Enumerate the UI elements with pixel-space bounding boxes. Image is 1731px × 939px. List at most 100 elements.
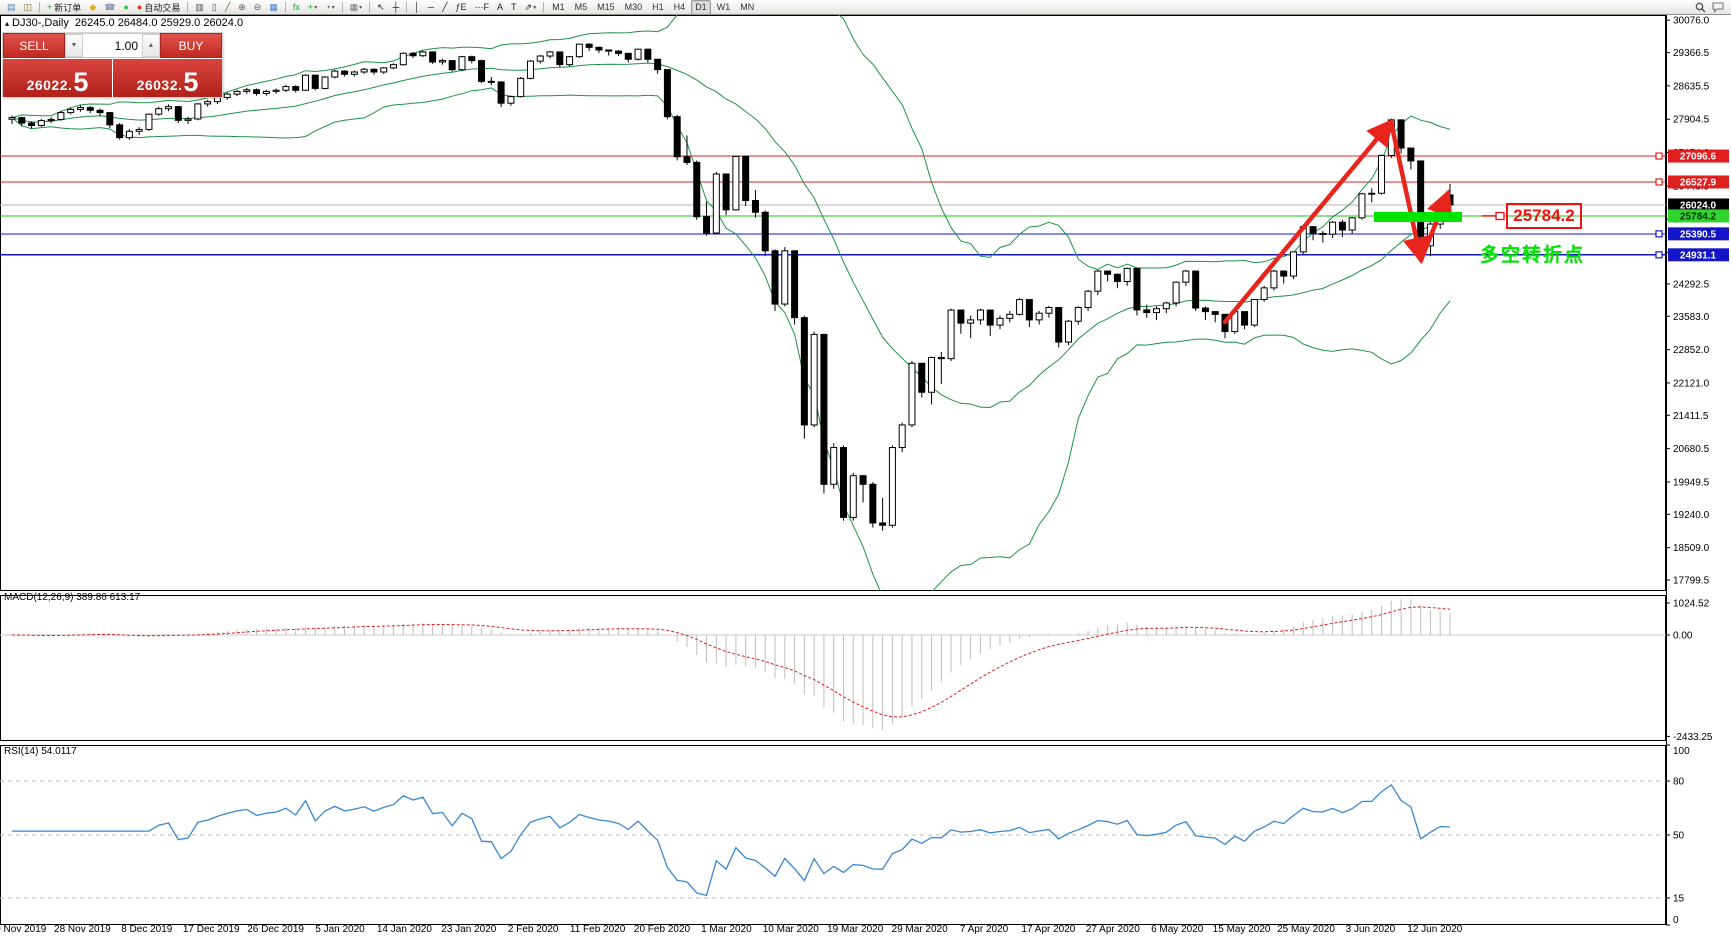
bar-chart-type-button[interactable]: ▥ [192, 0, 207, 15]
text-label-button[interactable]: T [508, 0, 520, 15]
zoom-in-button[interactable]: ⊕ [235, 0, 249, 15]
sell-button[interactable]: SELL [3, 33, 65, 58]
toolbar-separator [39, 1, 41, 13]
date-axis-label: 26 Dec 2019 [247, 924, 304, 935]
date-axis-label: 11 Feb 2020 [570, 924, 626, 935]
auto-trading-glyph: ● [136, 1, 143, 12]
tile-windows-glyph: ▦ [269, 1, 278, 12]
timeframe-w1[interactable]: W1 [716, 2, 731, 12]
macd-indicator-label: MACD(12,26,9) 389.86 613.17 [4, 592, 141, 603]
fibonacci-button[interactable]: ƒE [453, 0, 470, 15]
signal-icon[interactable]: ● [120, 0, 131, 15]
chart-title: ▴ DJ30-,Daily 26245.0 26484.0 25929.0 2602… [5, 17, 243, 29]
new-order-button[interactable]: + 新订单 [44, 0, 84, 15]
candlestick-type-button[interactable]: ▯ [209, 0, 220, 15]
text-button[interactable]: A [494, 0, 506, 15]
tile-windows-button[interactable]: ▦ [266, 0, 281, 15]
symbol-name: DJ30-,Daily [12, 17, 69, 29]
date-axis-label: 2 Feb 2020 [508, 924, 559, 935]
profiles-button[interactable]: ▦ ▾ [347, 0, 366, 15]
volume-down-button[interactable]: ▼ [65, 34, 83, 57]
auto-trading-button[interactable]: ● 自动交易 [134, 0, 183, 15]
timeframe-d1[interactable]: D1 [691, 0, 711, 15]
crosshair-button[interactable]: ┼ [390, 0, 402, 15]
date-axis-label: 5 Jan 2020 [315, 924, 365, 935]
buy-price-quote[interactable]: 26032. 5 [113, 59, 222, 97]
price-axis-tick: 20680.5 [1673, 444, 1710, 455]
support-zone-bar[interactable] [1374, 212, 1462, 222]
period-glyph: ◔ [325, 1, 331, 12]
cursor-button[interactable]: ↖ [374, 0, 388, 15]
price-axis-tick: 19240.0 [1673, 510, 1710, 521]
period-button[interactable]: ◔ ▾ [322, 0, 337, 15]
text-glyph: A [497, 1, 504, 12]
line-anchor-square [1655, 152, 1663, 160]
volume-up-button[interactable]: ▲ [142, 34, 160, 57]
date-axis-label: 17 Apr 2020 [1021, 924, 1075, 935]
trend-arrow[interactable] [1418, 188, 1453, 263]
rsi-indicator-label: RSI(14) 54.0117 [4, 746, 77, 757]
indicators-button[interactable]: fx [290, 0, 303, 15]
ohlc-values: 26245.0 26484.0 25929.0 26024.0 [74, 17, 244, 29]
rsi-axis-tick: 15 [1673, 894, 1685, 905]
price-tag [1668, 198, 1729, 212]
volume-input[interactable] [83, 34, 142, 57]
main-chart-panel[interactable] [0, 15, 1666, 591]
timeframe-m30[interactable]: M30 [624, 2, 643, 12]
trend-arrow[interactable] [1222, 118, 1394, 325]
price-axis-tick: 19949.5 [1673, 477, 1710, 488]
signal-icon-glyph: ● [123, 1, 129, 12]
date-axis[interactable]: 19 Nov 2019 28 Nov 2019 8 Dec 2019 17 Dec 2… [0, 924, 1463, 935]
date-axis-label: 19 Mar 2020 [827, 924, 884, 935]
price-tag-text: 25390.5 [1680, 229, 1717, 240]
timeframe-m5[interactable]: M5 [574, 2, 588, 12]
fibonacci-expansion-button[interactable]: ⋯F [472, 0, 493, 15]
price-tag-text: 24931.1 [1680, 250, 1717, 261]
shapes-button[interactable]: ⇗ ▾ [522, 0, 540, 15]
add-indicator-button[interactable]: + ▾ [305, 0, 320, 15]
timeframe-mn[interactable]: MN [740, 2, 755, 12]
indicators-glyph: fx [292, 1, 300, 12]
buy-price-main: 26032. [136, 77, 183, 93]
zoom-out-button[interactable]: ⊖ [251, 0, 265, 15]
timeframe-m1[interactable]: M1 [552, 2, 565, 12]
support-icon[interactable]: ☎ [101, 0, 118, 15]
price-tag [1668, 149, 1729, 163]
date-axis-label: 3 Jun 2020 [1346, 924, 1396, 935]
macd-panel[interactable] [0, 595, 1666, 741]
timeframe-m15[interactable]: M15 [597, 2, 615, 12]
macd-axis-tick: -2433.25 [1673, 732, 1713, 743]
date-axis-label: 19 Nov 2019 [0, 924, 47, 935]
timeframe-h4[interactable]: H4 [673, 2, 686, 12]
bollinger-middle-band [11, 62, 1451, 409]
rsi-line [12, 783, 1451, 897]
price-annotation-box[interactable]: 25784.2 [1506, 203, 1582, 229]
search-icon[interactable] [1692, 1, 1708, 14]
collapse-triangle-icon[interactable]: ▴ [5, 19, 10, 28]
preview-icon[interactable]: ◫ [21, 0, 36, 15]
chart-window-icon[interactable]: ▤ [4, 0, 19, 15]
chart-annotations [1222, 118, 1505, 325]
rsi-axis-ticks: 100 80 50 15 0 [1666, 744, 1690, 926]
trendline-button[interactable]: ╱ [439, 0, 450, 15]
turning-point-label[interactable]: 多空转折点 [1480, 245, 1586, 266]
vertical-line-button[interactable]: │ [411, 0, 423, 15]
price-axis-tick: 30076.0 [1673, 16, 1710, 27]
trend-arrow[interactable] [1388, 119, 1430, 265]
candlestick-series [8, 43, 1454, 531]
chat-icon[interactable] [1710, 1, 1726, 14]
chart-canvas[interactable]: 30076.029366.528635.527904.527174.026443… [0, 15, 1731, 939]
line-chart-type-button[interactable]: ╱ [222, 0, 233, 15]
bar-chart-type-glyph: ▥ [195, 1, 204, 12]
date-axis-label: 25 May 2020 [1277, 924, 1335, 935]
rsi-axis-tick: 50 [1673, 831, 1685, 842]
toolbar-separator [369, 1, 371, 13]
sell-price-quote[interactable]: 26022. 5 [3, 59, 112, 97]
buy-button[interactable]: BUY [160, 33, 222, 58]
horizontal-line-button[interactable]: ─ [425, 0, 437, 15]
date-axis-label: 23 Jan 2020 [441, 924, 496, 935]
price-axis-tick: 21411.5 [1673, 411, 1709, 422]
timeframe-h1[interactable]: H1 [652, 2, 664, 12]
deposit-icon[interactable]: ◆ [86, 0, 99, 15]
